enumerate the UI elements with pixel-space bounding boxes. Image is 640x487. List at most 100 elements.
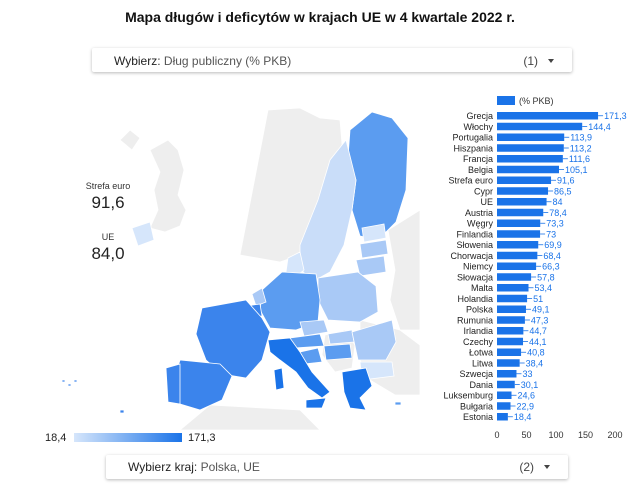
bar-value-label: 144,4 [588,122,611,132]
bar[interactable] [497,380,515,389]
x-tick-label: 100 [548,430,563,440]
bar-category-label: Hiszpania [453,143,493,153]
bar[interactable] [497,155,563,163]
bar-category-label: Francja [463,154,493,164]
bar[interactable] [497,391,512,400]
bar[interactable] [497,144,564,152]
bar[interactable] [497,284,529,292]
ireland[interactable] [131,221,155,247]
bar[interactable] [497,348,522,357]
romania[interactable] [351,319,397,361]
spain[interactable] [171,359,233,411]
bar-value-label: 78,4 [549,208,567,218]
debt-bar-chart[interactable]: (% PKB) Grecja 171,3 Włochy 144,4 Portugalia… [420,90,640,450]
selector-prefix: Wybierz [114,54,158,68]
russia-east [387,209,420,331]
bar[interactable] [497,198,547,206]
bar-value-label: 38,4 [526,358,544,368]
bar-category-label: Słowenia [456,240,493,250]
bar-category-label: Litwa [472,358,493,368]
bar[interactable] [497,359,520,367]
czechia[interactable] [299,319,329,337]
kpi-eurozone-label: Strefa euro [85,181,131,191]
selector-value: Polska, UE [200,460,260,474]
bar-category-label: Rumunia [457,315,493,325]
bar-value-label: 44,7 [529,326,547,336]
bar-category-label: Cypr [474,186,493,196]
bar[interactable] [497,413,508,421]
greece[interactable] [341,367,373,411]
europe-map[interactable] [0,0,420,430]
bar-value-label: 44,1 [529,337,547,347]
bar[interactable] [497,305,526,314]
bar-category-label: Polska [466,305,493,315]
x-tick-label: 150 [578,430,593,440]
netherlands[interactable] [251,287,267,307]
bar[interactable] [497,176,552,185]
north-africa [179,404,321,430]
poland[interactable] [317,271,379,323]
bar[interactable] [497,402,511,410]
chart-legend-label: (% PKB) [519,96,554,106]
canary-islands [119,409,125,414]
bar[interactable] [497,273,532,281]
bar[interactable] [497,370,517,378]
bar-category-label: UE [480,197,493,207]
sicily[interactable] [305,397,327,409]
bar[interactable] [497,208,544,217]
bar-category-label: Czechy [463,337,494,347]
bar-category-label: Finlandia [456,229,493,239]
estonia[interactable] [361,223,387,243]
atlantic-islands-3 [73,379,78,383]
hungary[interactable] [323,343,353,361]
bar-category-label: Szwecja [459,369,493,379]
bar[interactable] [497,337,524,346]
bar[interactable] [497,294,528,303]
sardinia[interactable] [273,367,285,391]
bar[interactable] [497,112,599,120]
bar[interactable] [497,251,538,260]
slovakia[interactable] [327,329,355,345]
portugal[interactable] [165,363,181,405]
bar-value-label: 33 [522,369,532,379]
bar[interactable] [497,122,583,131]
bar-category-label: Bułgaria [460,401,493,411]
chevron-down-icon[interactable] [544,465,550,469]
bar[interactable] [497,133,565,142]
chevron-down-icon[interactable] [548,59,554,63]
bar[interactable] [497,262,537,271]
bar-value-label: 57,8 [537,272,555,282]
bar-value-label: 22,9 [517,401,535,411]
bar-value-label: 66,3 [542,262,560,272]
map-legend-gradient [74,433,182,442]
selector-prefix: Wybierz kraj [128,460,194,474]
bar-category-label: Irlandia [463,326,493,336]
finland[interactable] [347,111,409,241]
bar-category-label: Słowacja [457,272,493,282]
bar-category-label: Luksemburg [443,391,493,401]
bar[interactable] [497,219,541,228]
bar-value-label: 49,1 [532,305,550,315]
indicator-selector[interactable]: Wybierz: Dług publiczny (% PKB) (1) [92,48,572,72]
x-tick-label: 50 [521,430,531,440]
bar[interactable] [497,165,560,174]
great-britain [149,139,187,233]
bar[interactable] [497,241,539,249]
france[interactable] [195,299,271,379]
kpi-eu-label: UE [101,232,115,242]
latvia[interactable] [359,239,389,259]
bar-value-label: 86,5 [554,186,572,196]
bar-value-label: 40,8 [527,348,545,358]
cyprus[interactable] [394,401,402,406]
bar-value-label: 73,3 [546,219,564,229]
bar-category-label: Niemcy [463,262,494,272]
bar[interactable] [497,187,549,195]
bar-category-label: Holandia [457,294,493,304]
bar-category-label: Węgry [467,219,494,229]
bar[interactable] [497,327,524,335]
country-selector[interactable]: Wybierz kraj: Polska, UE (2) [106,455,568,479]
bar[interactable] [497,316,525,324]
bar[interactable] [497,230,541,238]
bar-category-label: Chorwacja [450,251,493,261]
lithuania[interactable] [355,255,387,277]
